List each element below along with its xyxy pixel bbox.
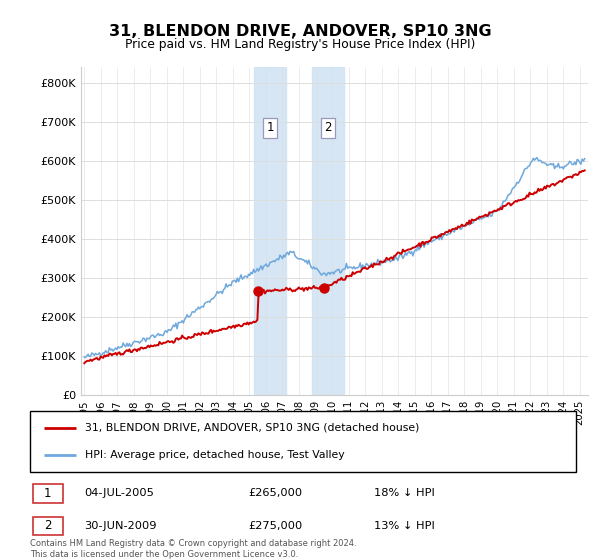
Text: 1: 1 xyxy=(44,487,52,500)
Bar xyxy=(312,67,344,395)
Text: 18% ↓ HPI: 18% ↓ HPI xyxy=(374,488,435,498)
Text: 2: 2 xyxy=(324,122,332,134)
Text: 31, BLENDON DRIVE, ANDOVER, SP10 3NG (detached house): 31, BLENDON DRIVE, ANDOVER, SP10 3NG (de… xyxy=(85,423,419,433)
Text: Price paid vs. HM Land Registry's House Price Index (HPI): Price paid vs. HM Land Registry's House … xyxy=(125,38,475,50)
Text: £265,000: £265,000 xyxy=(248,488,302,498)
FancyBboxPatch shape xyxy=(33,484,63,503)
Text: 1: 1 xyxy=(266,122,274,134)
Text: Contains HM Land Registry data © Crown copyright and database right 2024.
This d: Contains HM Land Registry data © Crown c… xyxy=(30,539,356,559)
Text: £275,000: £275,000 xyxy=(248,521,302,531)
Text: 31, BLENDON DRIVE, ANDOVER, SP10 3NG: 31, BLENDON DRIVE, ANDOVER, SP10 3NG xyxy=(109,24,491,39)
FancyBboxPatch shape xyxy=(33,516,63,535)
FancyBboxPatch shape xyxy=(30,411,576,472)
Text: HPI: Average price, detached house, Test Valley: HPI: Average price, detached house, Test… xyxy=(85,450,344,460)
Text: 04-JUL-2005: 04-JUL-2005 xyxy=(85,488,154,498)
Text: 30-JUN-2009: 30-JUN-2009 xyxy=(85,521,157,531)
Bar xyxy=(254,67,286,395)
Text: 2: 2 xyxy=(44,519,52,533)
Text: 13% ↓ HPI: 13% ↓ HPI xyxy=(374,521,435,531)
